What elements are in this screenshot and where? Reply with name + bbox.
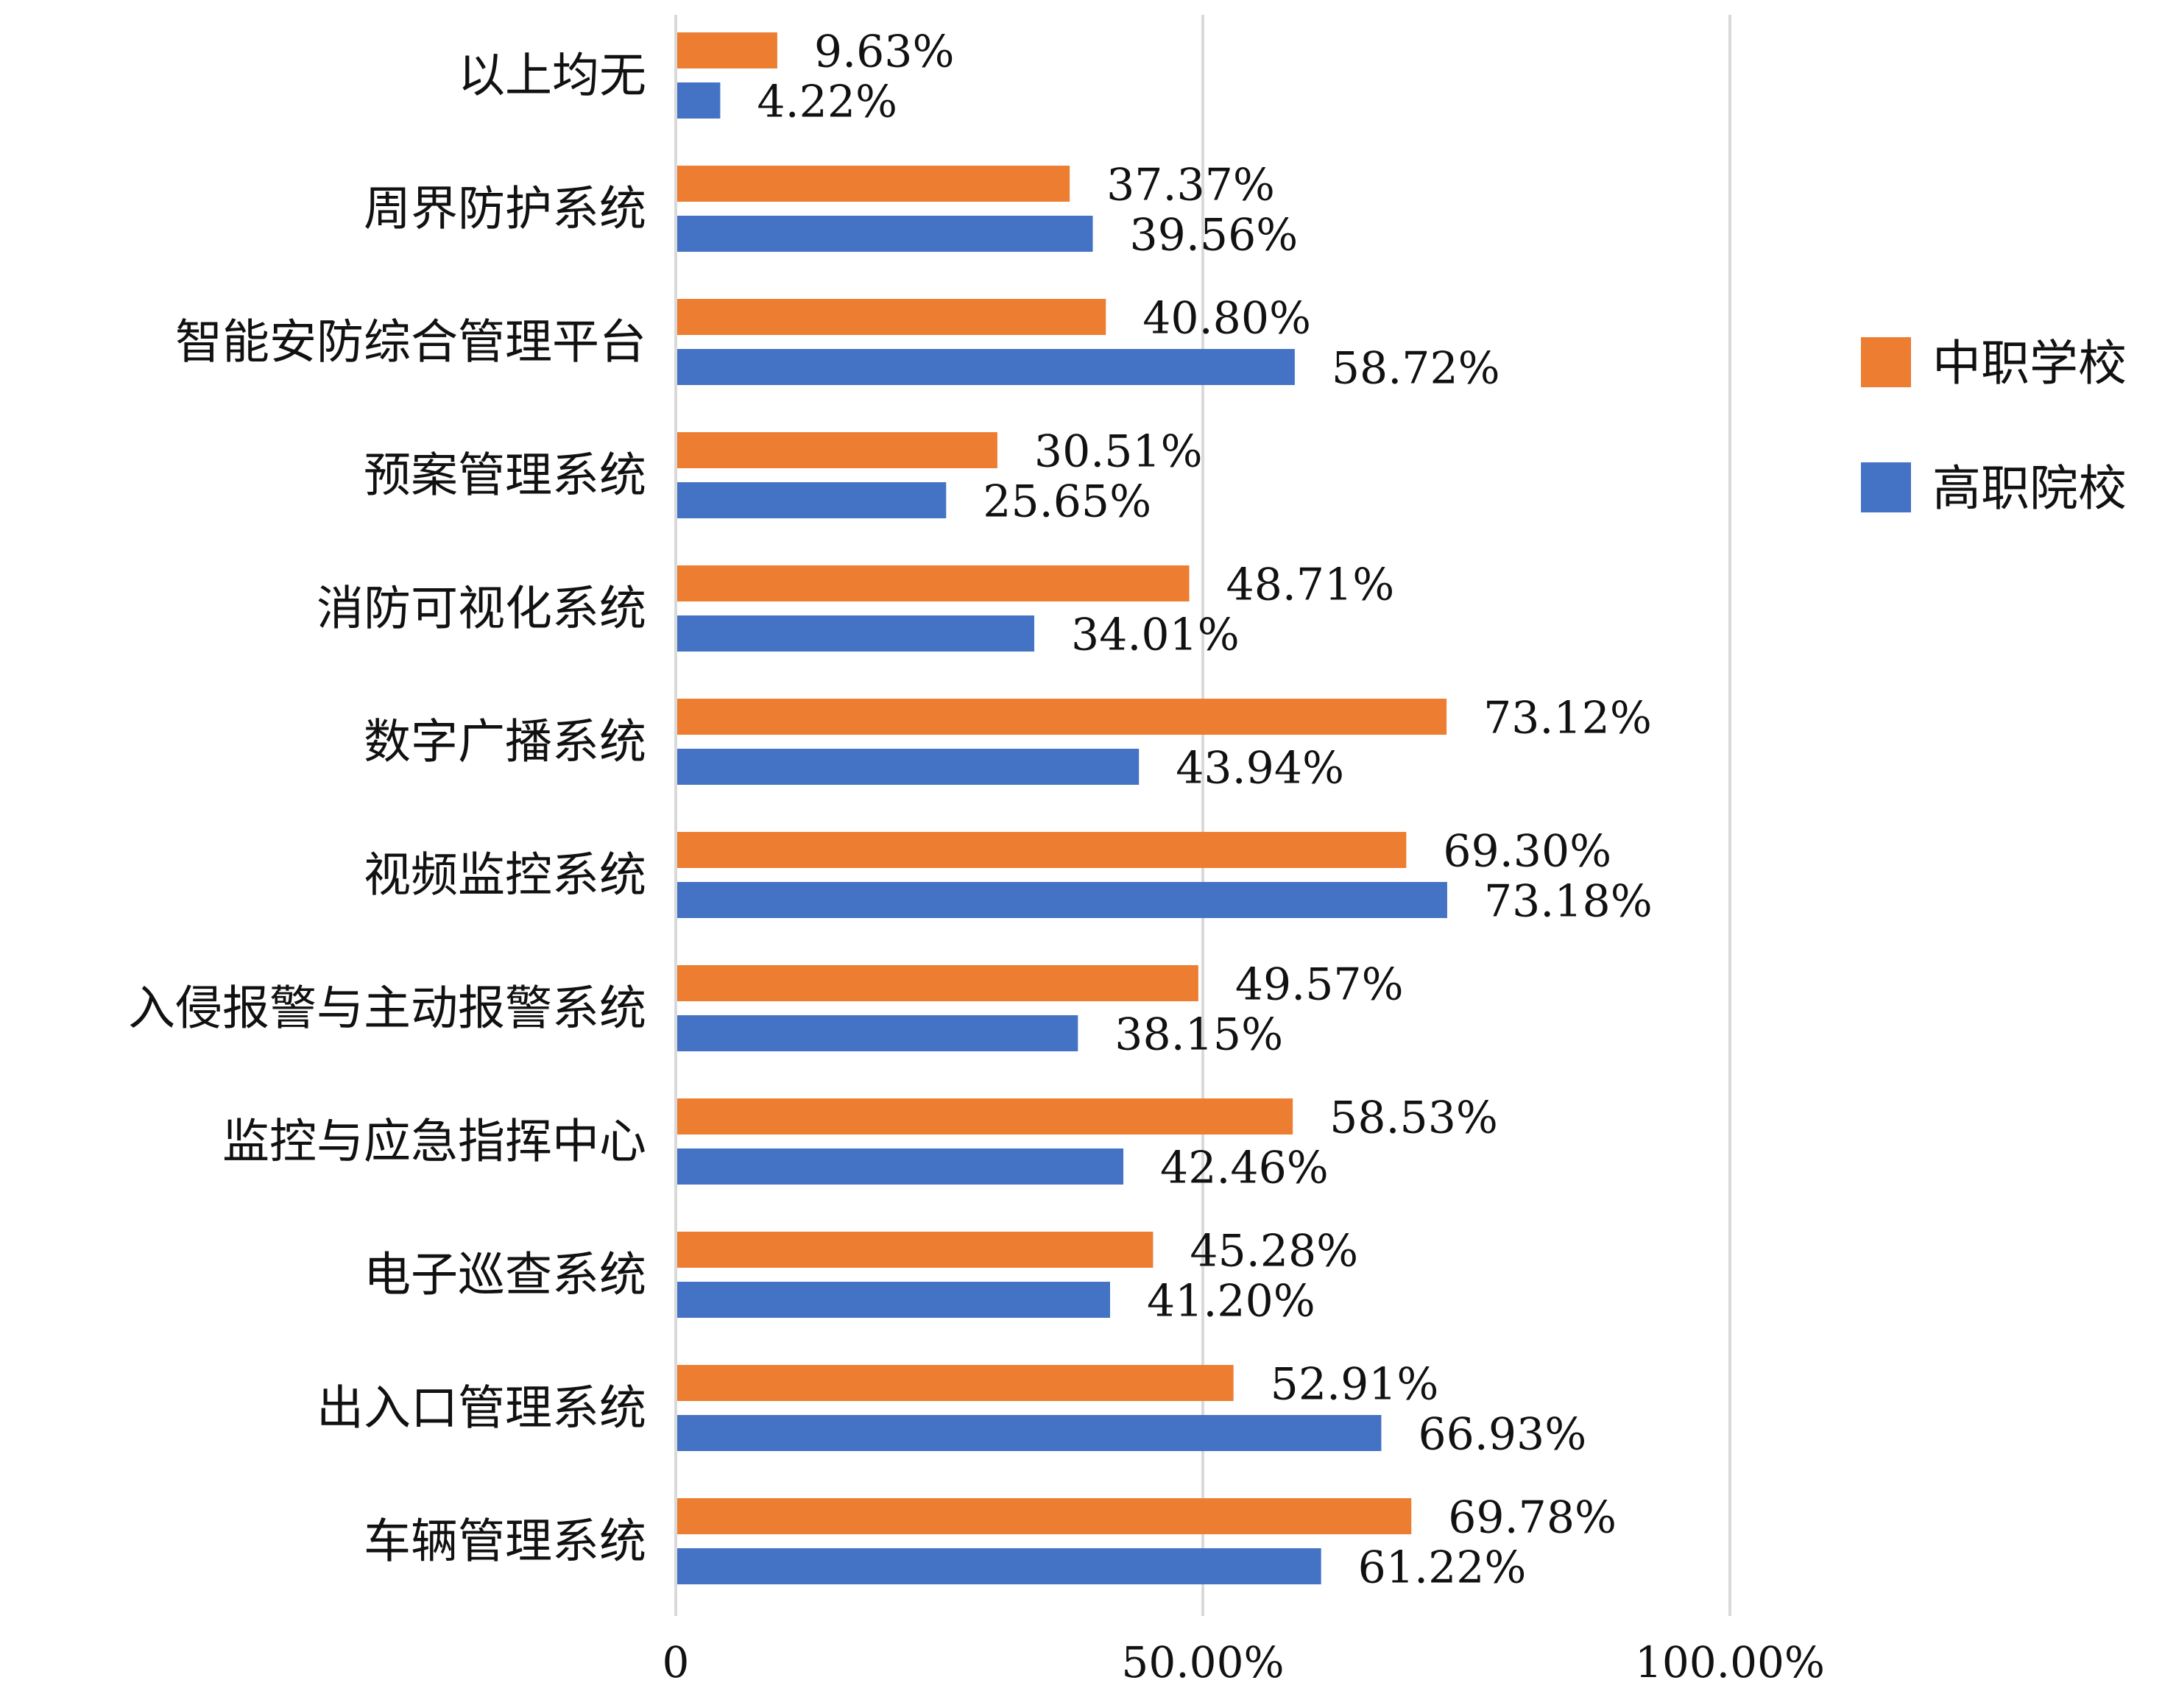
data-label: 52.91% [1271, 1359, 1439, 1411]
data-label: 66.93% [1418, 1409, 1586, 1461]
category-label: 出入口管理系统 [317, 1382, 646, 1436]
data-label: 37.37% [1106, 160, 1275, 211]
category-label: 消防可视化系统 [317, 582, 646, 637]
bar [677, 615, 1035, 652]
data-label: 30.51% [1034, 426, 1203, 478]
bar [677, 349, 1295, 385]
grid-layer [674, 15, 1731, 1616]
category-label: 入侵报警与主动报警系统 [128, 982, 646, 1037]
data-label: 58.72% [1332, 343, 1500, 395]
bar [677, 565, 1190, 601]
bar [677, 1098, 1293, 1134]
bar [677, 832, 1407, 868]
data-label: 69.78% [1448, 1492, 1617, 1544]
data-label: 45.28% [1190, 1226, 1358, 1277]
category-label: 电子巡查系统 [364, 1249, 646, 1303]
bar [677, 1548, 1321, 1584]
legend-label: 中职学校 [1932, 335, 2127, 392]
bar [677, 299, 1106, 335]
data-label: 61.22% [1358, 1542, 1527, 1594]
data-label: 38.15% [1115, 1009, 1283, 1061]
data-label: 39.56% [1129, 210, 1298, 261]
x-tick-label: 100.00% [1635, 1637, 1825, 1687]
bar [677, 1148, 1124, 1185]
category-label: 周界防护系统 [364, 183, 646, 237]
data-label: 49.57% [1235, 959, 1404, 1011]
x-axis-ticks: 0 50.00% 100.00% [663, 1637, 1825, 1687]
category-label: 视频监控系统 [364, 849, 646, 903]
category-label: 监控与应急指挥中心 [222, 1115, 646, 1170]
data-label: 34.01% [1071, 610, 1240, 661]
data-label: 48.71% [1226, 560, 1395, 611]
data-label: 40.80% [1142, 293, 1311, 345]
bar [677, 482, 947, 518]
data-label: 73.18% [1484, 876, 1653, 928]
bar [677, 166, 1070, 202]
bar [677, 32, 777, 68]
bar [677, 1365, 1234, 1401]
data-label: 42.46% [1160, 1143, 1329, 1194]
bar [677, 432, 997, 468]
data-label: 43.94% [1176, 743, 1344, 794]
category-labels: 以上均无周界防护系统智能安防综合管理平台预案管理系统消防可视化系统数字广播系统视… [128, 49, 646, 1570]
bar [677, 1415, 1382, 1451]
bar [677, 216, 1093, 252]
data-label: 73.12% [1483, 693, 1652, 744]
legend-swatch [1861, 462, 1911, 512]
legend-label: 高职院校 [1932, 460, 2127, 517]
bar [677, 1282, 1110, 1318]
category-label: 以上均无 [458, 49, 646, 104]
bar [677, 1232, 1154, 1268]
bar [677, 1498, 1412, 1534]
category-label: 预案管理系统 [364, 449, 646, 504]
data-label: 25.65% [983, 476, 1151, 528]
category-label: 智能安防综合管理平台 [175, 316, 646, 370]
bar [677, 882, 1447, 918]
bar [677, 749, 1140, 785]
data-label: 9.63% [814, 27, 955, 78]
x-tick-label: 50.00% [1121, 1637, 1284, 1687]
bar [677, 1015, 1078, 1051]
bar [677, 965, 1198, 1001]
legend-swatch [1861, 337, 1911, 387]
category-label: 车辆管理系统 [364, 1515, 646, 1570]
data-label: 4.22% [757, 77, 897, 128]
bar [677, 699, 1447, 735]
data-label: 58.53% [1329, 1093, 1498, 1144]
x-tick-label: 0 [663, 1637, 690, 1687]
data-label: 69.30% [1443, 826, 1611, 878]
bars-layer: 9.63%4.22% 37.37%39.56% 40.80% 58.72% 30.51%… [677, 27, 1653, 1594]
data-label: 41.20% [1147, 1276, 1315, 1327]
category-label: 数字广播系统 [364, 716, 646, 770]
bar [677, 82, 721, 119]
